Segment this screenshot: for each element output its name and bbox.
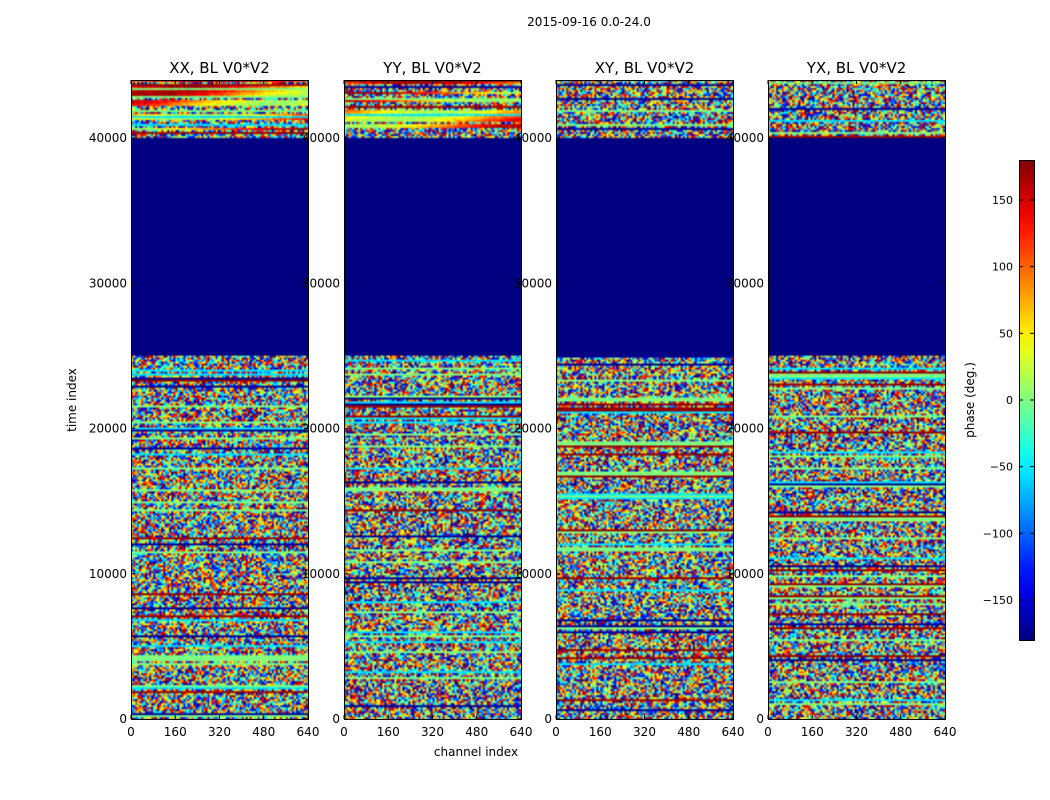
x-tick-label: 320: [845, 725, 868, 739]
panel-4: YX, BL V0*V2 0 160 320 480 640 0 10000 20000 3000…: [726, 59, 957, 739]
panel-3: XY, BL V0*V2 0 160 320 480 640 0 10000 20000 3000…: [514, 59, 745, 739]
y-tick-label: 10000: [514, 567, 552, 581]
panels-group: XX, BL V0*V2 0 160 320 480 640 0 10000 20000 3000…: [89, 59, 957, 739]
x-tick-label: 160: [377, 725, 400, 739]
y-tick-label: 0: [119, 712, 127, 726]
x-tick-label: 320: [421, 725, 444, 739]
x-axis-label: channel index: [434, 745, 518, 759]
x-tick-label: 160: [589, 725, 612, 739]
x-tick-label: 480: [889, 725, 912, 739]
colorbar-tick-label: 100: [992, 261, 1013, 274]
y-tick-label: 40000: [514, 131, 552, 145]
panel-title: YY, BL V0*V2: [382, 59, 481, 77]
panel-1: XX, BL V0*V2 0 160 320 480 640 0 10000 20000 3000…: [89, 59, 320, 739]
y-tick-label: 10000: [726, 567, 764, 581]
y-tick-label: 30000: [726, 276, 764, 290]
y-tick-label: 40000: [89, 131, 127, 145]
x-tick-label: 0: [764, 725, 772, 739]
x-tick-label: 0: [340, 725, 348, 739]
colorbar-label: phase (deg.): [963, 362, 977, 438]
phase-heatmap: [556, 80, 733, 719]
panel-title: XY, BL V0*V2: [595, 59, 695, 77]
colorbar-tick-label: −50: [990, 461, 1013, 474]
x-tick-label: 320: [208, 725, 231, 739]
x-tick-label: 160: [164, 725, 187, 739]
y-tick-label: 40000: [302, 131, 340, 145]
x-tick-label: 480: [252, 725, 275, 739]
y-tick-label: 30000: [302, 276, 340, 290]
y-tick-label: 10000: [89, 567, 127, 581]
x-tick-label: 320: [633, 725, 656, 739]
y-tick-label: 20000: [302, 422, 340, 436]
y-tick-label: 0: [756, 712, 764, 726]
panel-2: YY, BL V0*V2 0 160 320 480 640 0 10000 20000 3000…: [302, 59, 533, 739]
figure-suptitle: 2015-09-16 0.0-24.0: [527, 15, 651, 29]
y-tick-label: 40000: [726, 131, 764, 145]
colorbar-gradient: [1019, 160, 1034, 640]
y-tick-label: 20000: [726, 422, 764, 436]
x-tick-label: 640: [297, 725, 320, 739]
x-tick-label: 0: [552, 725, 560, 739]
y-axis-label: time index: [65, 368, 79, 432]
colorbar-tick-label: 50: [999, 327, 1013, 340]
phase-heatmap: [131, 80, 308, 719]
colorbar-tick-label: 0: [1006, 394, 1013, 407]
y-tick-label: 30000: [514, 276, 552, 290]
x-tick-label: 640: [934, 725, 957, 739]
x-tick-label: 160: [801, 725, 824, 739]
x-tick-label: 0: [127, 725, 135, 739]
x-tick-label: 640: [722, 725, 745, 739]
colorbar-tick-label: 150: [992, 194, 1013, 207]
phase-heatmap: [344, 80, 521, 719]
colorbar: 150 100 50 0 −50 −100 −150 phase (deg.): [963, 160, 1035, 641]
panel-title: YX, BL V0*V2: [806, 59, 907, 77]
y-tick-label: 30000: [89, 276, 127, 290]
x-tick-label: 480: [465, 725, 488, 739]
y-tick-label: 20000: [89, 422, 127, 436]
x-tick-label: 480: [677, 725, 700, 739]
y-tick-label: 0: [544, 712, 552, 726]
x-tick-label: 640: [510, 725, 533, 739]
phase-heatmap: [768, 80, 945, 719]
panel-title: XX, BL V0*V2: [169, 59, 270, 77]
y-tick-label: 20000: [514, 422, 552, 436]
y-tick-label: 10000: [302, 567, 340, 581]
colorbar-tick-label: −150: [983, 594, 1013, 607]
colorbar-tick-label: −100: [983, 527, 1013, 540]
y-tick-label: 0: [332, 712, 340, 726]
